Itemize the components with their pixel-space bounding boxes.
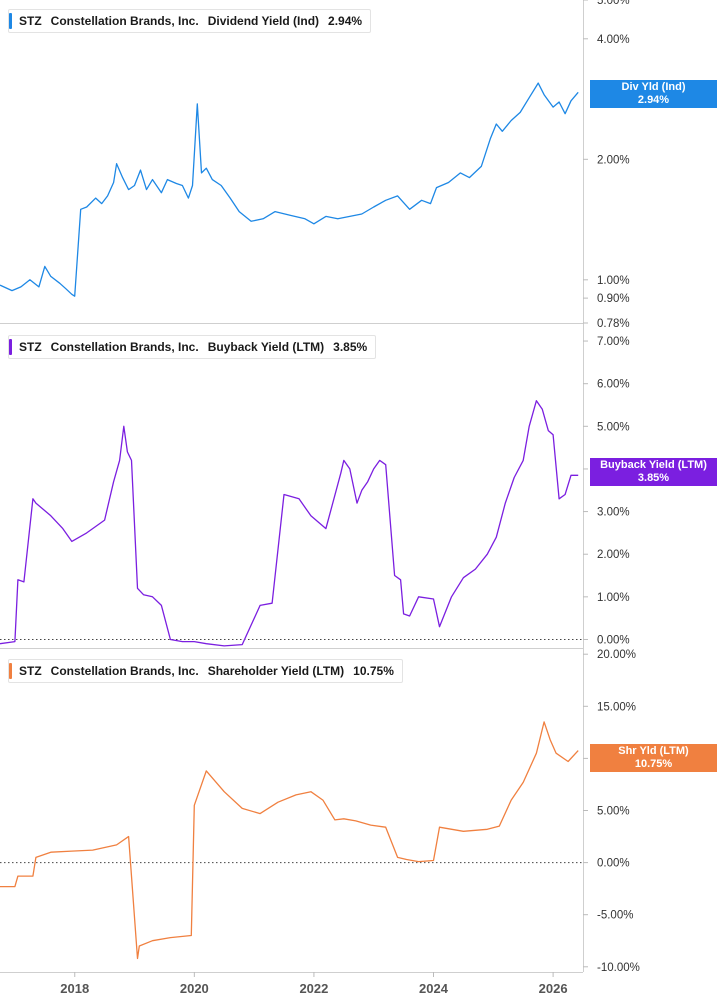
y-tick-label: 5.00% bbox=[597, 806, 630, 818]
y-tick-label: 1.00% bbox=[597, 275, 630, 287]
y-tick-label: 2.00% bbox=[597, 549, 630, 561]
y-tick-label: 5.00% bbox=[597, 0, 630, 7]
legend-metric: Shareholder Yield (LTM) bbox=[207, 664, 345, 678]
y-tick-label: 0.90% bbox=[597, 293, 630, 305]
legend-company: Constellation Brands, Inc. bbox=[50, 14, 199, 28]
y-tick-label: -10.00% bbox=[597, 962, 640, 974]
badge-dividend-yield: Div Yld (Ind) 2.94% bbox=[590, 80, 717, 108]
legend-metric: Buyback Yield (LTM) bbox=[207, 340, 325, 354]
legend-company: Constellation Brands, Inc. bbox=[50, 340, 199, 354]
badge-title: Shr Yld (LTM) bbox=[618, 745, 689, 757]
badge-value: 3.85% bbox=[637, 472, 670, 484]
legend-ticker: STZ bbox=[19, 14, 42, 28]
y-tick-label: 1.00% bbox=[597, 592, 630, 604]
legend-color-bar bbox=[9, 339, 12, 355]
legend-value: 10.75% bbox=[353, 664, 394, 678]
legend-metric: Dividend Yield (Ind) bbox=[207, 14, 320, 28]
badge-buyback-yield: Buyback Yield (LTM) 3.85% bbox=[590, 458, 717, 486]
legend-value: 2.94% bbox=[328, 14, 363, 28]
legend-color-bar bbox=[9, 13, 12, 29]
y-tick-label: -5.00% bbox=[597, 910, 633, 922]
y-tick-label: 0.00% bbox=[597, 858, 630, 870]
y-tick-label: 3.00% bbox=[597, 507, 630, 519]
x-tick-label: 2022 bbox=[299, 981, 328, 996]
y-tick-label: 20.00% bbox=[597, 649, 636, 661]
badge-value: 10.75% bbox=[634, 758, 673, 770]
legend-buyback-yield: STZ Constellation Brands, Inc. Buyback Y… bbox=[8, 335, 377, 359]
x-tick-label: 2018 bbox=[60, 981, 89, 996]
badge-value: 2.94% bbox=[637, 94, 670, 106]
legend-dividend-yield: STZ Constellation Brands, Inc. Dividend … bbox=[8, 9, 372, 33]
y-tick-label: 15.00% bbox=[597, 701, 636, 713]
y-tick-label: 7.00% bbox=[597, 336, 630, 348]
x-tick-label: 2024 bbox=[419, 981, 449, 996]
badge-shareholder-yield: Shr Yld (LTM) 10.75% bbox=[590, 744, 717, 772]
y-tick-label: 4.00% bbox=[597, 34, 630, 46]
legend-value: 3.85% bbox=[333, 340, 368, 354]
series-line bbox=[0, 400, 579, 647]
y-tick-label: 2.00% bbox=[597, 154, 630, 166]
legend-shareholder-yield: STZ Constellation Brands, Inc. Sharehold… bbox=[8, 659, 403, 683]
badge-title: Div Yld (Ind) bbox=[621, 81, 686, 93]
badge-title: Buyback Yield (LTM) bbox=[600, 459, 707, 471]
legend-ticker: STZ bbox=[19, 664, 42, 678]
x-tick-label: 2020 bbox=[180, 981, 209, 996]
y-tick-label: 6.00% bbox=[597, 379, 630, 391]
y-tick-label: 0.00% bbox=[597, 634, 630, 646]
y-tick-label: 5.00% bbox=[597, 421, 630, 433]
legend-color-bar bbox=[9, 663, 12, 679]
x-tick-label: 2026 bbox=[539, 981, 568, 996]
legend-ticker: STZ bbox=[19, 340, 42, 354]
legend-company: Constellation Brands, Inc. bbox=[50, 664, 199, 678]
series-line bbox=[0, 721, 579, 960]
y-tick-label: 0.78% bbox=[597, 318, 630, 330]
series-line bbox=[0, 82, 579, 297]
